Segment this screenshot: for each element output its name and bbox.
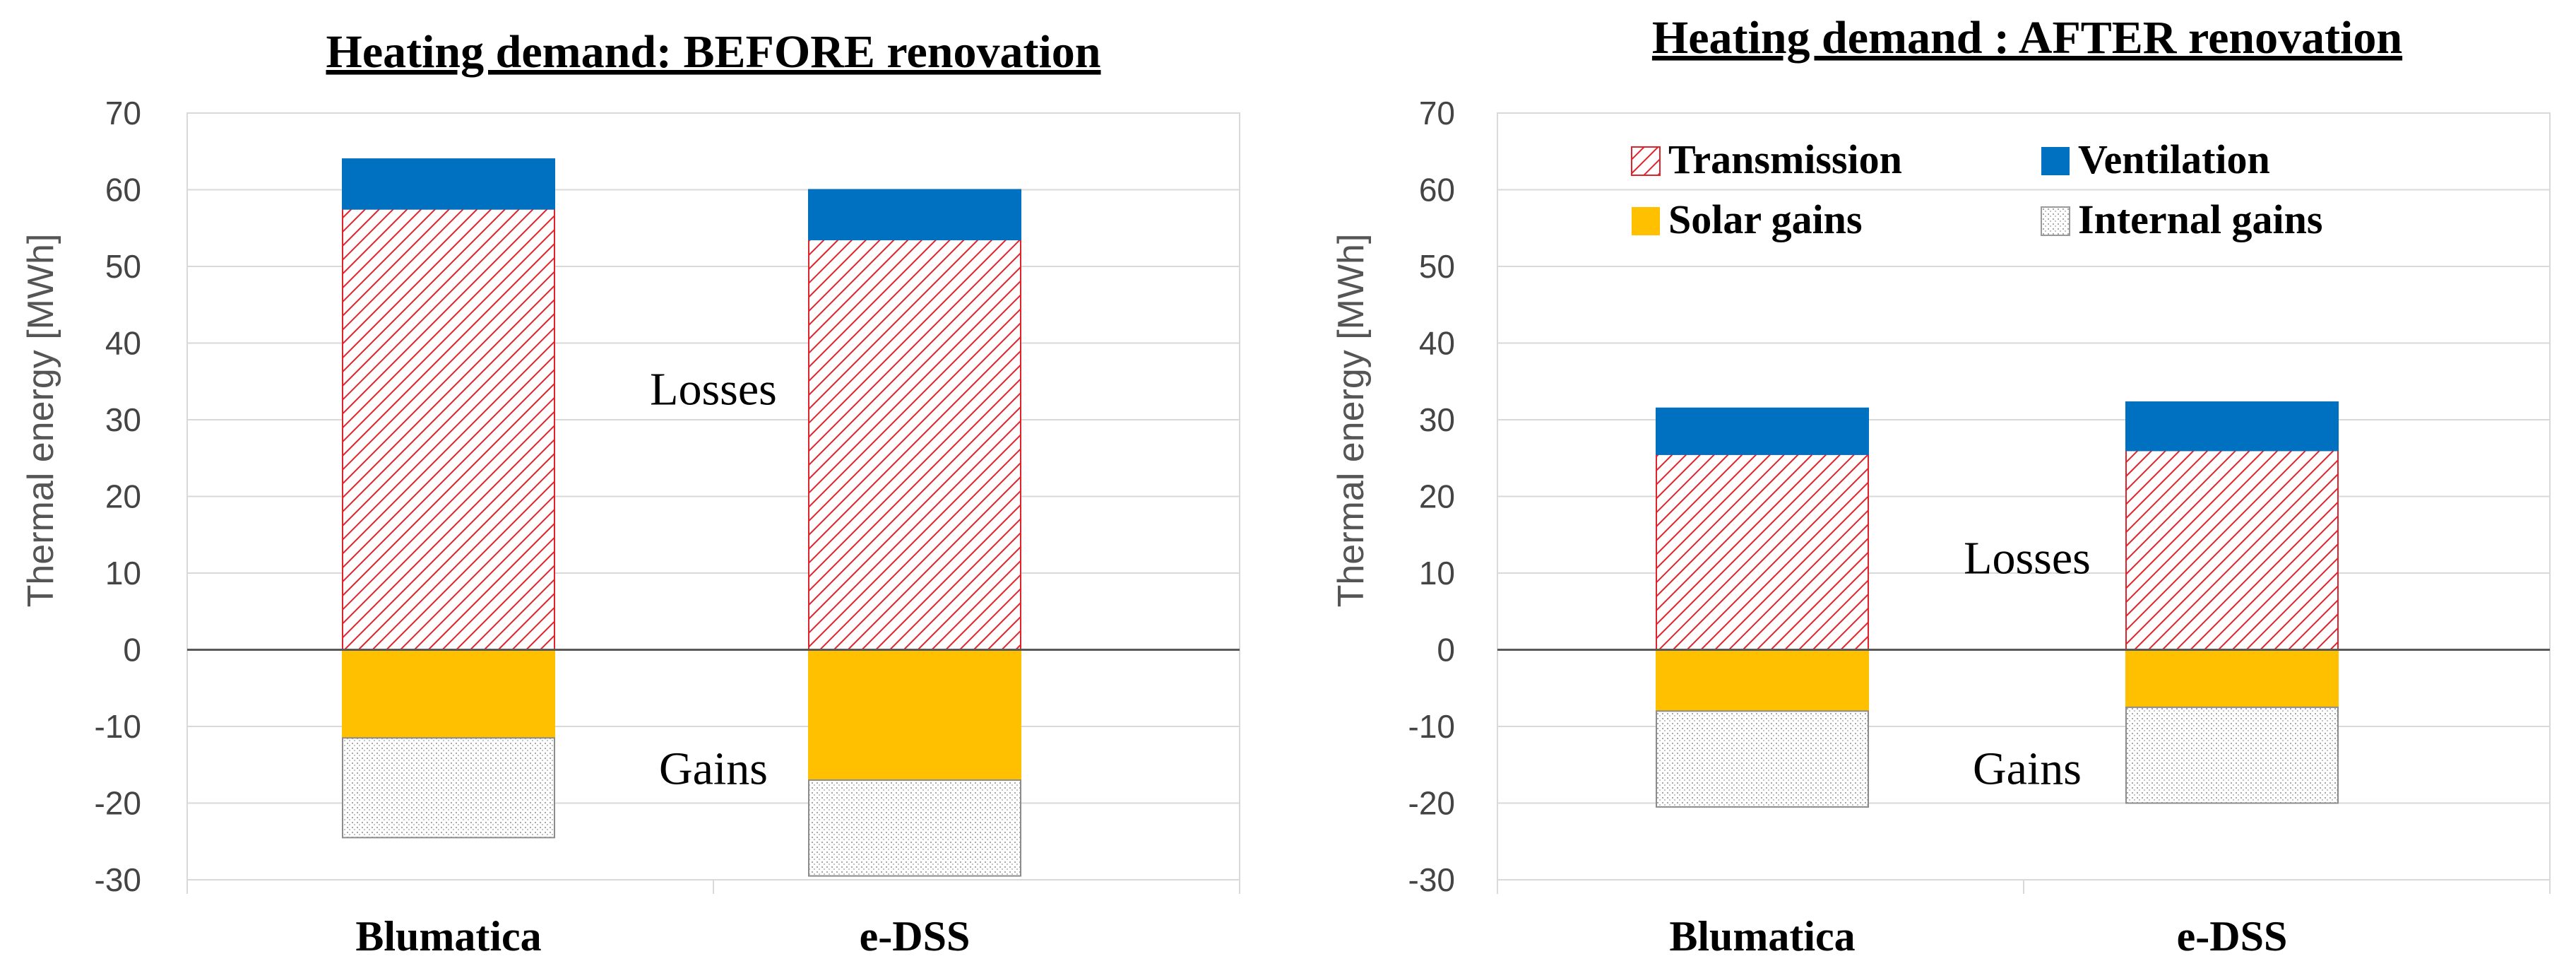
y-tick-label: 60 <box>1419 172 1455 208</box>
y-tick-label: 20 <box>105 478 141 515</box>
legend-label-solar-gains: Solar gains <box>1668 196 1863 242</box>
bar-transmission-1 <box>808 239 1021 651</box>
y-tick-label: 10 <box>1419 555 1455 591</box>
bar-transmission-1 <box>2125 449 2339 651</box>
category-label-blumatica-before: Blumatica <box>355 913 541 960</box>
bars-after <box>1656 401 2339 808</box>
y-ticks-before: 70 60 50 40 30 20 10 0 -10 -20 -30 <box>95 95 141 898</box>
legend-label-ventilation: Ventilation <box>2078 136 2270 182</box>
bar-transmission-0 <box>1656 453 1869 651</box>
bar-internal-gains-0 <box>1656 710 1869 808</box>
y-tick-label: 0 <box>1437 632 1455 668</box>
y-tick-label: 70 <box>105 95 141 131</box>
bar-solar-gains-0 <box>342 649 555 739</box>
y-tick-label: -10 <box>1408 708 1455 745</box>
legend-swatch-ventilation <box>2041 147 2070 175</box>
annotation-gains-before: Gains <box>659 743 768 795</box>
legend-label-internal-gains: Internal gains <box>2078 196 2322 242</box>
bar-internal-gains-1 <box>808 779 1021 877</box>
legend-item-transmission: Transmission <box>1631 136 1902 182</box>
legend-label-transmission: Transmission <box>1668 136 1902 182</box>
bar-ventilation-0 <box>342 158 555 210</box>
bar-internal-gains-1 <box>2125 706 2339 804</box>
y-tick-label: 40 <box>1419 325 1455 362</box>
panel-before: Heating demand: BEFORE renovation 70 60 50… <box>20 26 1240 960</box>
legend-swatch-solar-gains <box>1632 207 1660 235</box>
y-tick-label: -10 <box>95 708 141 745</box>
bar-transmission-0 <box>342 208 555 651</box>
y-ticks-after: 70 60 50 40 30 20 10 0 -10 -20 -30 <box>1408 95 1455 898</box>
legend-swatch-transmission <box>1631 146 1661 176</box>
chart-title-before: Heating demand: BEFORE renovation <box>326 26 1100 78</box>
y-tick-label: 0 <box>123 632 141 668</box>
bar-ventilation-1 <box>2125 401 2339 452</box>
y-tick-label: 60 <box>105 172 141 208</box>
y-tick-label: -20 <box>1408 785 1455 822</box>
category-label-edss-after: e-DSS <box>2177 913 2288 960</box>
y-tick-label: 50 <box>1419 248 1455 285</box>
annotation-losses-after: Losses <box>1964 532 2091 584</box>
annotation-gains-after: Gains <box>1973 743 2082 795</box>
bar-solar-gains-1 <box>2125 649 2339 708</box>
legend-item-solar-gains: Solar gains <box>1632 196 1863 242</box>
y-axis-label-before: Thermal energy [MWh] <box>20 234 61 608</box>
category-label-edss-before: e-DSS <box>860 913 971 960</box>
bars-before <box>342 158 1021 877</box>
y-axis-label-after: Thermal energy [MWh] <box>1331 234 1372 608</box>
y-tick-label: -30 <box>95 861 141 898</box>
y-tick-label: 70 <box>1419 95 1455 131</box>
legend-swatch-internal-gains <box>2041 206 2070 236</box>
y-tick-label: 30 <box>105 401 141 438</box>
bar-internal-gains-0 <box>342 737 555 839</box>
y-tick-label: -20 <box>95 785 141 822</box>
y-tick-label: 10 <box>105 555 141 591</box>
chart-title-after: Heating demand : AFTER renovation <box>1652 12 2402 64</box>
y-tick-label: 50 <box>105 248 141 285</box>
bar-solar-gains-0 <box>1656 649 1869 712</box>
annotation-losses-before: Losses <box>650 364 777 416</box>
bar-ventilation-0 <box>1656 407 1869 455</box>
category-label-blumatica-after: Blumatica <box>1669 913 1855 960</box>
legend-item-ventilation: Ventilation <box>2041 136 2270 182</box>
y-tick-label: -30 <box>1408 861 1455 898</box>
y-tick-label: 40 <box>105 325 141 362</box>
legend: Transmission Ventilation Solar gains Int… <box>1631 136 2322 242</box>
legend-item-internal-gains: Internal gains <box>2041 196 2322 242</box>
y-tick-label: 30 <box>1419 401 1455 438</box>
bar-solar-gains-1 <box>808 649 1021 781</box>
y-tick-label: 20 <box>1419 478 1455 515</box>
bar-ventilation-1 <box>808 189 1021 241</box>
panel-after: Heating demand : AFTER renovation 70 60 50… <box>1331 12 2551 960</box>
